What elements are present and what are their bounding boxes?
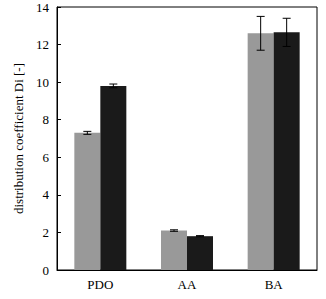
svg-text:AA: AA — [178, 277, 197, 292]
svg-text:2: 2 — [43, 225, 50, 240]
svg-text:8: 8 — [43, 112, 50, 127]
svg-text:6: 6 — [43, 150, 50, 165]
svg-text:BA: BA — [265, 277, 284, 292]
svg-text:PDO: PDO — [87, 277, 113, 292]
svg-text:4: 4 — [43, 187, 50, 202]
svg-text:0: 0 — [43, 263, 50, 278]
svg-text:distribution coefficient Di [-: distribution coefficient Di [-] — [11, 63, 26, 214]
svg-text:10: 10 — [36, 75, 49, 90]
svg-text:12: 12 — [36, 37, 49, 52]
svg-text:14: 14 — [36, 0, 50, 15]
